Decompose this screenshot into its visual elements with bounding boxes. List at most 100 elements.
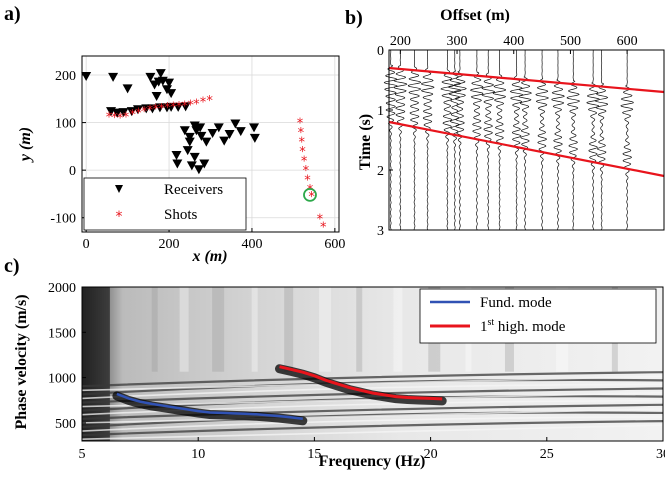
shot-point: * [141,105,148,120]
panel-b-ticks: 200 300 400 500 600 0 1 2 3 [377,34,638,239]
receiver-point [213,123,224,133]
y-tick-label: 2 [377,164,384,179]
y-tick-label: 1000 [48,372,76,387]
receiver-point [184,132,195,142]
shot-point: * [106,110,113,125]
shot-point: * [117,111,124,126]
shot-point: * [135,107,142,122]
x-tick-label: 200 [390,34,411,49]
receiver-point [81,71,92,81]
heatmap-streak [251,287,258,372]
y-tick-label: 0 [69,164,76,179]
heatmap-striation [82,420,663,437]
receiver-point [166,102,177,112]
heatmap-streak [151,287,158,372]
shot-point: * [297,117,304,132]
legend-receivers-label: Receivers [164,182,223,198]
heatmap-striation [82,411,663,429]
y-tick-label: 500 [55,417,76,432]
y-tick-label: 3 [377,224,384,239]
receiver-point [132,105,143,115]
shot-point: * [308,190,315,205]
heatmap-streak [393,287,403,372]
receiver-point [147,104,158,114]
shot-point: * [170,100,177,115]
panel-c-ticks: 5 10 15 20 25 30 500 1000 1500 2000 [48,281,665,462]
shot-point: * [299,145,306,160]
shot-point: * [303,164,310,179]
x-tick-label: 600 [324,237,345,252]
fundamental-mode-curve [116,392,303,421]
panel-a-axes-frame [81,55,340,233]
shot-point: * [123,110,130,125]
panel-a-xlabel: x (m) [191,248,227,265]
receiver-point [193,165,204,175]
heatmap-striation [82,375,663,392]
panel-c-xlabel: Frequency (Hz) [319,453,426,470]
panel-a-ylabel: y (m) [17,127,34,163]
receiver-point [172,159,183,169]
seismic-trace [620,49,634,231]
y-tick-label: 0 [377,44,384,59]
panel-c-legend: Fund. mode 1st high. mode [419,288,657,344]
receiver-point [164,78,175,88]
shot-point: * [111,111,118,126]
heatmap-striation [82,403,663,420]
receiver-point [182,146,193,156]
mute-line [388,66,665,94]
shot-point: * [164,101,171,116]
panel-b: b) Offset (m) Time (s) 200 300 400 500 600 0 1… [345,7,665,239]
seismic-trace [586,49,600,230]
shot-point: * [307,183,314,198]
heatmap-streak [284,287,294,372]
x-tick-label: 0 [83,237,90,252]
first-higher-mode-curve [279,365,443,401]
selected-shot-circle [303,187,317,202]
x-tick-label: 5 [79,447,86,462]
panel-c-axes-frame [81,286,664,442]
panel-c-curves [116,365,443,421]
shot-point: * [320,220,327,235]
shot-point: * [200,96,207,111]
shot-point: * [153,102,160,117]
shot-point: * [301,155,308,170]
seismic-trace [509,49,524,231]
shot-point: * [158,102,165,117]
heatmap-striation [82,408,663,424]
shot-point: * [298,136,305,151]
y-tick-label: 200 [55,69,76,84]
panel-c: c) 5 10 15 20 25 30 500 1000 1500 2000 Frequency … [4,255,665,470]
receiver-point [108,72,119,82]
receiver-point [186,161,197,171]
panel-b-traces [383,49,634,231]
receiver-point [230,119,241,129]
receiver-point [173,102,184,112]
panel-a-legend-box [83,177,247,231]
x-tick-label: 400 [503,34,524,49]
receiver-point [122,84,133,94]
receiver-point [180,102,191,112]
receiver-point [196,131,207,141]
seismic-trace [383,49,398,230]
shot-point: * [176,100,183,115]
panel-c-ylabel: Phase velocity (m/s) [13,294,30,429]
panel-b-label: b) [345,7,363,29]
y-tick-label: 2000 [48,281,76,296]
receiver-point [151,91,162,101]
heatmap-ridge [275,364,447,406]
shot-point: * [298,126,305,141]
seismic-trace [566,49,581,231]
receiver-point [207,129,218,139]
receiver-point [249,123,260,133]
panel-b-axes-frame [388,49,665,231]
x-tick-label: 200 [159,237,180,252]
heatmap-streak [179,287,189,372]
receiver-point [201,137,212,147]
shot-point: * [187,99,194,114]
heatmap-dark-band [82,287,110,441]
receiver-point [126,107,137,117]
heatmap-striation [82,383,663,400]
heatmap-streak [212,287,225,372]
mute-line [388,120,665,178]
